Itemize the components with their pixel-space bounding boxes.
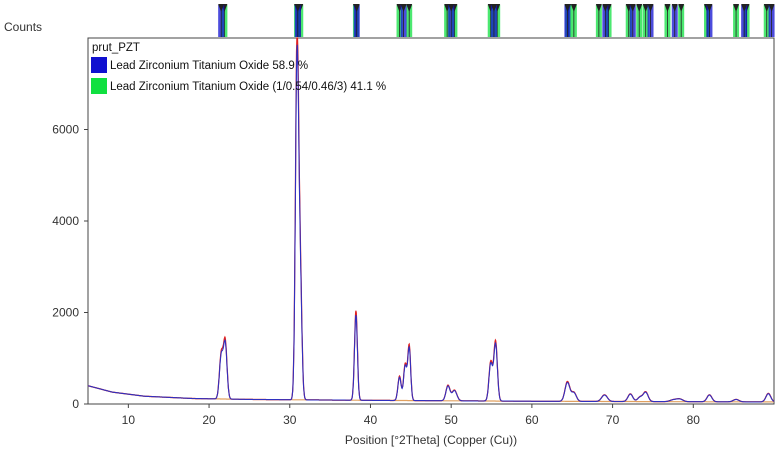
reference-phase-1-marker-8 (629, 4, 636, 12)
reference-phase-2-marker-12 (595, 4, 602, 12)
x-tick-label-5: 60 (525, 413, 539, 427)
y-tick-label-3: 6000 (52, 123, 79, 137)
reference-phase-1-marker-7 (602, 4, 609, 12)
x-tick-label-4: 50 (444, 413, 458, 427)
reference-phase-1-marker-3 (400, 4, 407, 12)
reference-phase-2-marker-20 (733, 4, 740, 12)
plot-area (87, 37, 775, 405)
reference-phase-1-marker-4 (448, 4, 455, 12)
x-tick-label-6: 70 (606, 413, 620, 427)
x-tick-label-1: 20 (202, 413, 216, 427)
reference-phase-1-marker-9 (647, 4, 654, 12)
reference-phase-1-marker-10 (671, 4, 678, 12)
x-tick-label-3: 40 (364, 413, 378, 427)
series-group (87, 37, 775, 403)
x-tick-label-0: 10 (122, 413, 136, 427)
reference-phase-2-marker-18 (678, 4, 685, 12)
reference-phase-1-marker-12 (741, 4, 748, 12)
calculated-pattern-line (87, 44, 775, 403)
reference-phase-1-marker-11 (706, 4, 713, 12)
reference-phase-2-marker-5 (406, 4, 413, 12)
reference-phase-2-marker-11 (570, 4, 577, 12)
reference-phase-2-marker-17 (664, 4, 671, 12)
legend-swatch-phase-2 (91, 78, 107, 94)
legend-label-phase-1: Lead Zirconium Titanium Oxide 58.9 % (110, 60, 308, 72)
legend-title: prut_PZT (92, 42, 140, 54)
x-tick-label-7: 80 (687, 413, 701, 427)
x-axis-title: Position [°2Theta] (Copper (Cu)) (345, 433, 517, 447)
x-tick-label-2: 30 (283, 413, 297, 427)
axis-ticks: 10 20 30 40 50 60 70 80 0 2000 4000 6000 (52, 123, 700, 428)
reference-phase-1-marker-13 (768, 4, 775, 12)
y-axis-title: Counts (4, 20, 42, 34)
reference-pattern-lines (218, 4, 775, 37)
legend-label-phase-2: Lead Zirconium Titanium Oxide (1/0.54/0.… (110, 81, 386, 93)
y-tick-label-1: 2000 (52, 306, 79, 320)
y-tick-label-0: 0 (72, 397, 79, 411)
legend-swatch-phase-1 (91, 57, 107, 73)
legend: prut_PZT Lead Zirconium Titanium Oxide 5… (91, 42, 386, 94)
reference-phase-2-marker-22 (763, 4, 770, 12)
reference-phase-2-marker-15 (636, 4, 643, 12)
reference-phase-1-marker-0 (218, 4, 225, 12)
reference-phase-1-marker-5 (490, 4, 497, 12)
y-tick-label-2: 4000 (52, 214, 79, 228)
reference-phase-2-marker-16 (642, 4, 649, 12)
reference-phase-1-marker-6 (564, 4, 571, 12)
reference-phase-1-marker-2 (353, 4, 360, 12)
reference-phase-1-marker-1 (294, 4, 301, 12)
